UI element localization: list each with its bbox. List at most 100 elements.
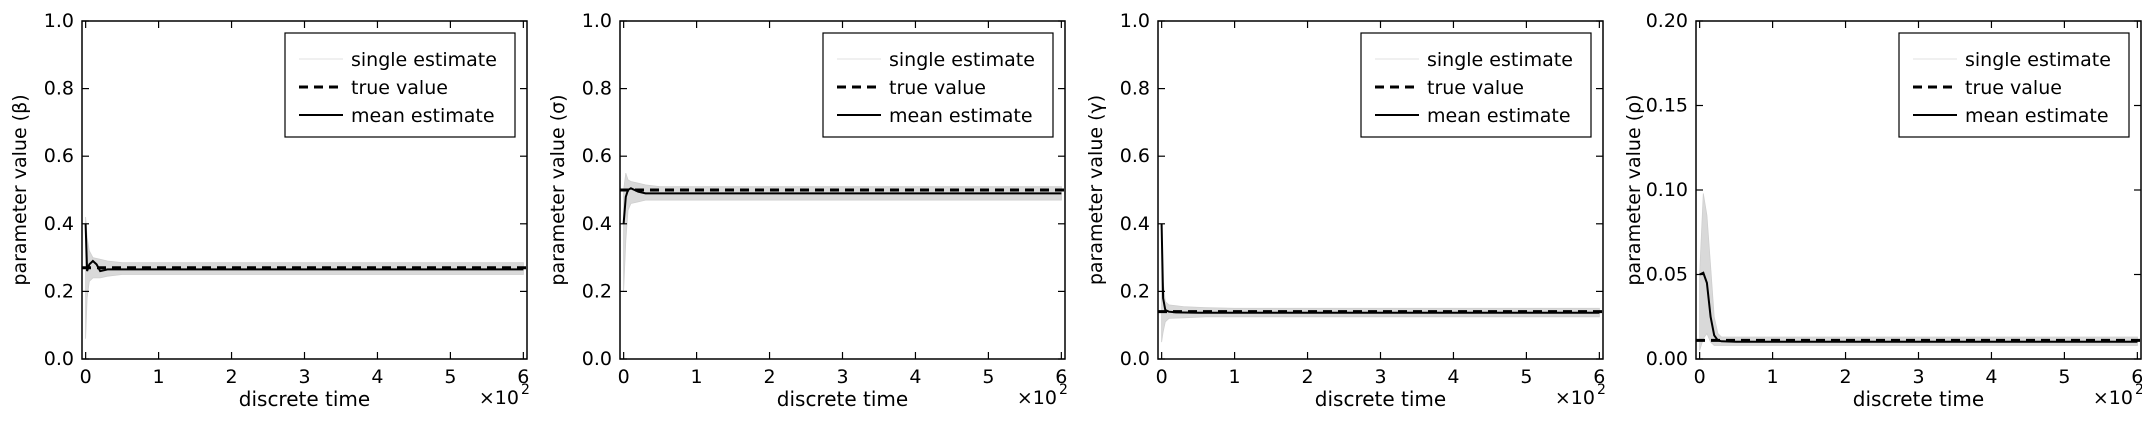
- y-tick-label: 0.0: [1120, 348, 1150, 370]
- x-tick-label: 2: [1302, 366, 1314, 388]
- x-multiplier: ×10: [1017, 387, 1057, 409]
- x-tick-label: 6: [2131, 366, 2142, 388]
- x-multiplier-exponent: 2: [1597, 382, 1606, 398]
- x-multiplier: ×10: [2093, 387, 2133, 409]
- plot-area: [82, 216, 527, 339]
- y-tick-label: 0.8: [582, 78, 612, 100]
- plot-area: [1158, 223, 1603, 343]
- x-multiplier: ×10: [479, 387, 519, 409]
- y-tick-label: 0.4: [44, 213, 74, 235]
- x-tick-label: 4: [909, 366, 921, 388]
- x-tick-label: 4: [371, 366, 383, 388]
- legend-label: single estimate: [1965, 49, 2111, 71]
- mean-estimate-line: [622, 187, 1062, 224]
- x-tick-label: 6: [1593, 366, 1605, 388]
- y-tick-label: 0.2: [582, 280, 612, 302]
- x-tick-label: 5: [1520, 366, 1532, 388]
- x-tick-label: 1: [691, 366, 703, 388]
- legend-label: single estimate: [351, 49, 497, 71]
- y-tick-label: 0.2: [44, 280, 74, 302]
- legend-box: [1360, 32, 1592, 138]
- legend-label: single estimate: [889, 49, 1035, 71]
- x-multiplier-exponent: 2: [521, 382, 530, 398]
- x-axis-label: discrete time: [777, 387, 908, 411]
- x-tick-label: 2: [226, 366, 238, 388]
- subplot-1: 0.0 0.2 0.4 0.6 0.8 1.0 0 1 2 3 4 5 6 discrete time ×1…: [9, 10, 530, 411]
- subplot-4: 0.00 0.05 0.10 0.15 0.20 0 1 2 3 4 5 6 discrete time…: [1623, 10, 2142, 411]
- mean-estimate-line: [1160, 223, 1600, 314]
- plot-area: [1696, 193, 2141, 351]
- legend-label: true value: [1965, 77, 2062, 99]
- legend: single estimate true value mean estimate: [284, 32, 516, 138]
- x-axis-label: discrete time: [239, 387, 370, 411]
- plot-area: [620, 172, 1065, 292]
- x-tick-label: 5: [444, 366, 456, 388]
- x-tick-label: 1: [153, 366, 165, 388]
- y-axis-label: parameter value (ρ): [1623, 94, 1645, 285]
- x-tick-label: 0: [618, 366, 630, 388]
- single-estimate-band: [623, 172, 1062, 292]
- legend-label: mean estimate: [889, 105, 1033, 127]
- y-tick-label: 0.4: [1120, 213, 1150, 235]
- y-tick-label: 0.05: [1646, 264, 1688, 286]
- single-estimate-band: [1161, 223, 1600, 343]
- y-tick-label: 0.8: [1120, 78, 1150, 100]
- legend: single estimate true value mean estimate: [1898, 32, 2130, 138]
- x-tick-label: 4: [1985, 366, 1997, 388]
- mean-estimate-line: [84, 223, 524, 273]
- x-tick-label: 6: [517, 366, 529, 388]
- x-tick-label: 3: [298, 366, 310, 388]
- y-tick-label: 1.0: [582, 10, 612, 32]
- x-tick-label: 5: [982, 366, 994, 388]
- legend-label: mean estimate: [1427, 105, 1571, 127]
- x-tick-label: 6: [1055, 366, 1067, 388]
- y-axis-label: parameter value (σ): [547, 94, 569, 285]
- x-tick-label: 1: [1229, 366, 1241, 388]
- legend-label: true value: [1427, 77, 1524, 99]
- y-tick-label: 0.0: [582, 348, 612, 370]
- x-tick-label: 0: [1156, 366, 1168, 388]
- y-tick-label: 0.2: [1120, 280, 1150, 302]
- legend-label: true value: [889, 77, 986, 99]
- y-tick-label: 0.6: [1120, 145, 1150, 167]
- y-tick-label: 0.10: [1646, 179, 1688, 201]
- y-tick-label: 0.15: [1646, 95, 1688, 117]
- x-multiplier-exponent: 2: [1059, 382, 1068, 398]
- x-tick-label: 0: [80, 366, 92, 388]
- legend-label: single estimate: [1427, 49, 1573, 71]
- legend-box: [1898, 32, 2130, 138]
- subplot-2: 0.0 0.2 0.4 0.6 0.8 1.0 0 1 2 3 4 5 6 discrete time ×1…: [547, 10, 1068, 411]
- mean-estimate-line: [1699, 271, 2138, 343]
- y-axis-label: parameter value (γ): [1085, 95, 1107, 285]
- x-tick-label: 2: [1840, 366, 1852, 388]
- y-tick-label: 1.0: [1120, 10, 1150, 32]
- x-multiplier-exponent: 2: [2135, 382, 2142, 398]
- y-tick-label: 0.00: [1646, 348, 1688, 370]
- x-tick-label: 5: [2058, 366, 2070, 388]
- subplot-3: 0.0 0.2 0.4 0.6 0.8 1.0 0 1 2 3 4 5 6 discrete time ×1…: [1085, 10, 1606, 411]
- legend-label: mean estimate: [1965, 105, 2109, 127]
- x-tick-label: 0: [1694, 366, 1706, 388]
- y-tick-label: 0.4: [582, 213, 612, 235]
- legend: single estimate true value mean estimate: [822, 32, 1054, 138]
- y-tick-label: 0.8: [44, 78, 74, 100]
- single-estimate-band: [1699, 193, 2138, 351]
- x-tick-label: 3: [1912, 366, 1924, 388]
- x-axis-label: discrete time: [1315, 387, 1446, 411]
- y-tick-label: 1.0: [44, 10, 74, 32]
- x-tick-label: 3: [1374, 366, 1386, 388]
- y-tick-label: 0.6: [582, 145, 612, 167]
- single-estimate-band: [85, 216, 524, 339]
- x-tick-label: 4: [1447, 366, 1459, 388]
- y-axis-label: parameter value (β): [9, 94, 31, 285]
- legend-box: [822, 32, 1054, 138]
- y-tick-label: 0.0: [44, 348, 74, 370]
- legend-label: true value: [351, 77, 448, 99]
- legend: single estimate true value mean estimate: [1360, 32, 1592, 138]
- x-multiplier: ×10: [1555, 387, 1595, 409]
- y-tick-label: 0.20: [1646, 10, 1688, 32]
- legend-box: [284, 32, 516, 138]
- x-tick-label: 2: [764, 366, 776, 388]
- y-tick-label: 0.6: [44, 145, 74, 167]
